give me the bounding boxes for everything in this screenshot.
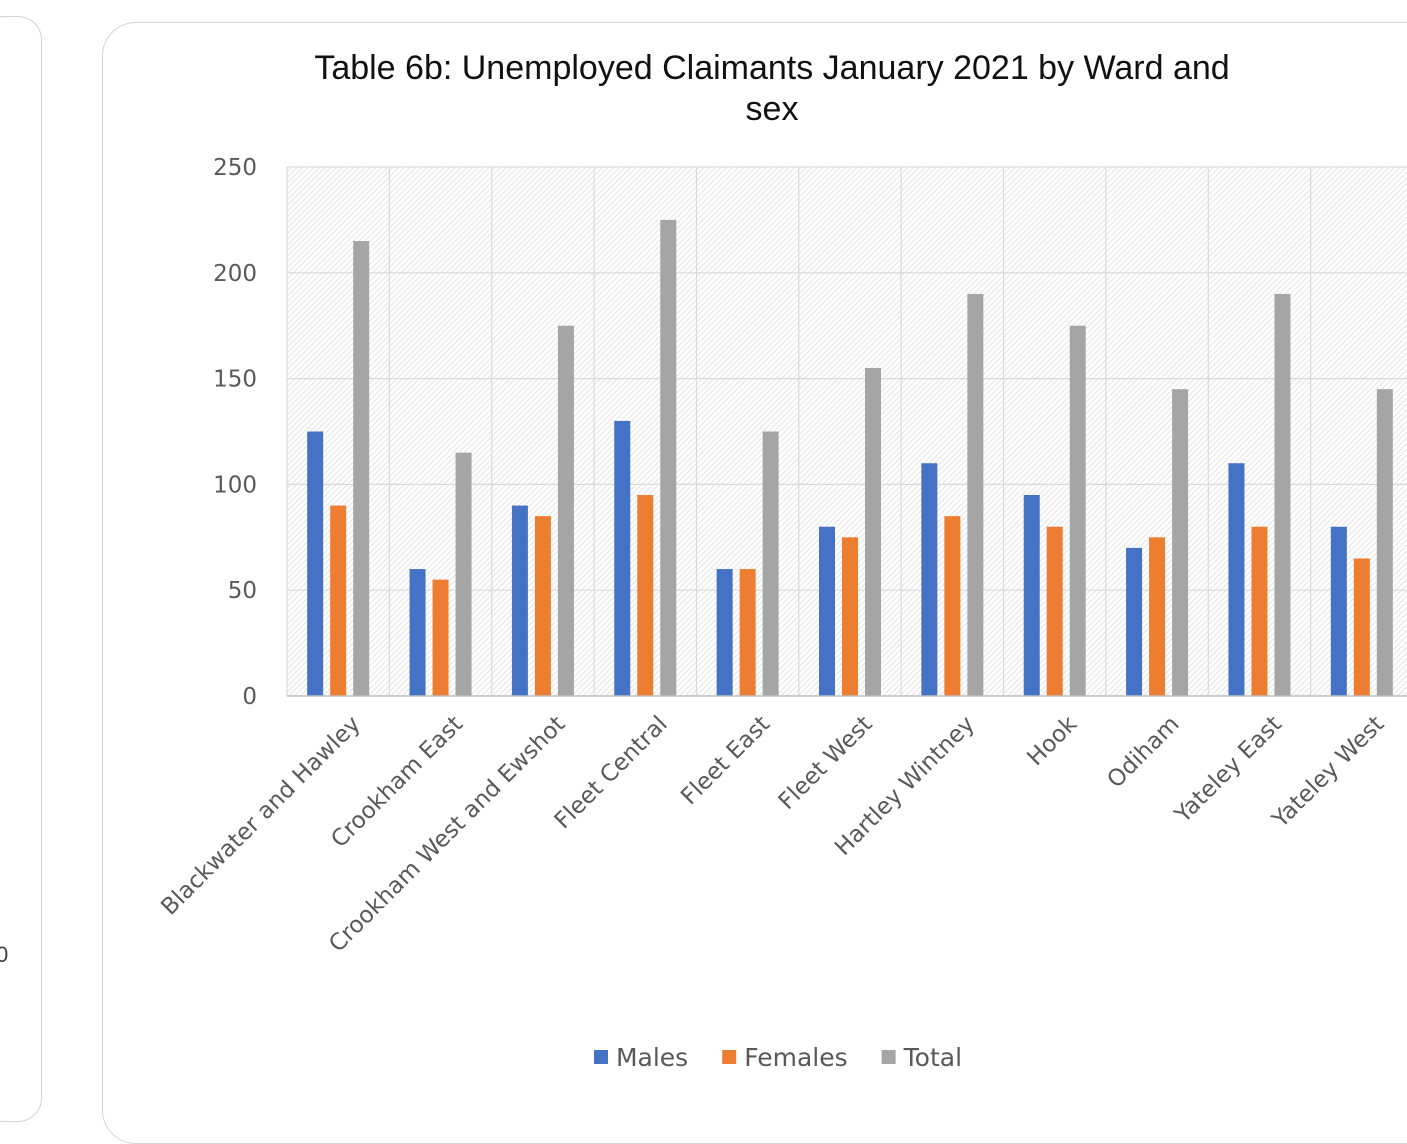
bar-total-fleet-east <box>762 431 779 696</box>
bar-chart: Table 6b: Unemployed Claimants January 2… <box>156 49 1407 1072</box>
x-tick-label: Blackwater and Hawley <box>156 711 365 920</box>
bar-females-odiham <box>1149 537 1166 696</box>
bar-males-blackwater-and-hawley <box>307 431 324 696</box>
bar-females-crookham-west-and-ewshot <box>534 516 551 696</box>
bar-females-hook <box>1046 526 1063 696</box>
bar-males-yateley-east <box>1228 463 1245 696</box>
bar-females-yateley-west <box>1353 558 1370 696</box>
legend-swatch-males <box>593 1050 608 1064</box>
bar-males-odiham <box>1126 547 1143 696</box>
chart-title-line-1: Table 6b: Unemployed Claimants January 2… <box>314 49 1229 87</box>
legend-swatch-total <box>881 1050 896 1064</box>
x-tick-label: Odiham <box>1103 711 1185 793</box>
bar-total-yateley-east <box>1274 293 1291 696</box>
bar-total-hartley-wintney <box>967 293 984 696</box>
bar-males-crookham-east <box>409 569 426 696</box>
bar-males-crookham-west-and-ewshot <box>511 505 528 696</box>
bar-total-blackwater-and-hawley <box>353 241 370 696</box>
bar-total-crookham-west-and-ewshot <box>557 325 574 696</box>
bar-females-hartley-wintney <box>944 516 961 696</box>
x-tick-label: Yateley East <box>1169 711 1287 829</box>
bar-males-hartley-wintney <box>921 463 938 696</box>
bar-females-crookham-east <box>432 579 449 696</box>
bar-females-fleet-central <box>637 494 654 696</box>
bar-females-fleet-east <box>739 569 756 696</box>
bar-males-yateley-west <box>1330 526 1347 696</box>
legend-label-total: Total <box>903 1043 962 1072</box>
y-tick-label: 0 <box>242 684 257 710</box>
legend: Males Females Total <box>593 1043 962 1072</box>
bar-total-odiham <box>1172 389 1189 696</box>
bar-females-blackwater-and-hawley <box>330 505 347 696</box>
left-panel-fragment-text: 0 <box>0 942 9 967</box>
bar-females-yateley-east <box>1251 526 1268 696</box>
bar-total-crookham-east <box>455 452 472 696</box>
bars <box>307 219 1393 696</box>
x-tick-label: Hook <box>1022 711 1082 771</box>
bar-males-fleet-east <box>716 569 733 696</box>
x-tick-label: Fleet West <box>774 711 878 815</box>
bar-total-hook <box>1069 325 1086 696</box>
y-tick-label: 50 <box>228 578 257 604</box>
bar-males-hook <box>1023 494 1040 696</box>
bar-males-fleet-central <box>614 420 631 696</box>
legend-swatch-females <box>722 1050 737 1064</box>
y-tick-label: 150 <box>213 367 257 393</box>
bar-females-fleet-west <box>842 537 858 696</box>
y-tick-label: 250 <box>213 155 257 181</box>
bar-males-fleet-west <box>819 526 835 696</box>
bar-total-yateley-west <box>1376 389 1393 696</box>
bar-total-fleet-west <box>865 368 881 696</box>
left-panel <box>0 16 42 1122</box>
y-tick-label: 200 <box>213 261 257 287</box>
bar-total-fleet-central <box>660 219 677 696</box>
y-tick-label: 100 <box>213 472 257 498</box>
chart-title-line-2: sex <box>746 90 799 128</box>
y-axis: 0 50 100 150 200 250 <box>213 155 257 710</box>
legend-label-males: Males <box>616 1043 688 1072</box>
legend-label-females: Females <box>744 1043 847 1072</box>
x-tick-label: Fleet East <box>676 711 775 810</box>
